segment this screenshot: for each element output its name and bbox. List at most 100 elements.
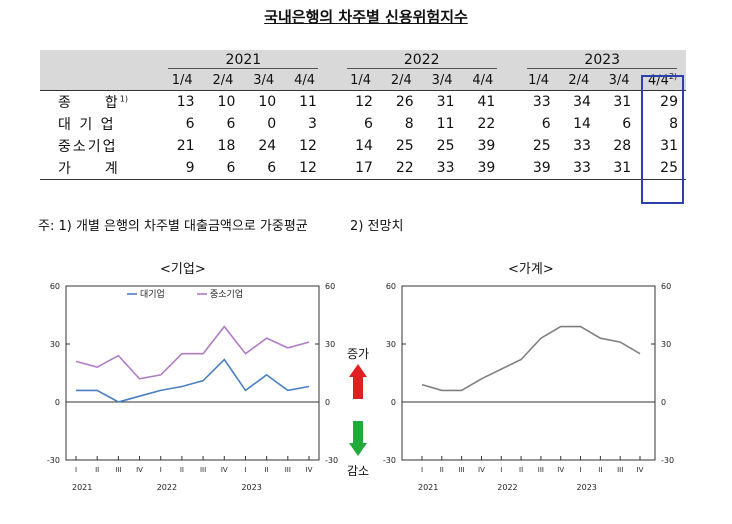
x-tick-label: IV	[221, 466, 228, 474]
table-cell: 10	[243, 90, 285, 113]
year-label: 2023	[241, 483, 261, 492]
footnote-1: 주: 1) 개별 은행의 차주별 대출금액으로 가중평균	[38, 219, 308, 234]
table-cell: 39	[477, 138, 496, 154]
table-cell: 25	[639, 157, 686, 180]
increase-arrow-icon	[349, 364, 367, 399]
table-cell: 13	[161, 90, 203, 113]
x-tick-label: IV	[306, 466, 313, 474]
x-tick-label: IV	[637, 466, 644, 474]
table-cell: 6	[622, 116, 632, 132]
table-row: 중소기업 21 18 24 12 14 25 25 39 25 33 28 31	[40, 135, 686, 157]
year-label: 2021	[418, 483, 438, 492]
quarter-header: 3/4	[421, 70, 463, 91]
row-label: 대 기 업	[58, 117, 116, 133]
table-cell: 12	[299, 138, 317, 154]
table-cell: 25	[436, 138, 455, 154]
y-tick-label-right: 60	[325, 282, 335, 291]
table-cell: 18	[217, 138, 236, 154]
x-tick-label: IV	[136, 466, 143, 474]
table-cell: 31	[598, 90, 640, 113]
y-tick-label-right: 60	[661, 282, 671, 291]
year-label: 2023	[577, 483, 597, 492]
quarter-header: 2/4	[380, 70, 422, 91]
y-tick-label-right: 30	[661, 340, 671, 349]
series-line-0	[421, 325, 641, 392]
direction-arrows: 증가 감소	[347, 347, 369, 478]
table-cell: 14	[573, 116, 591, 132]
y-tick-label-right: 30	[325, 340, 335, 349]
table-cell: 3	[308, 116, 317, 132]
table-row: 종 합1) 13 10 10 11 12 26 31 41 33 34 31 29	[40, 90, 686, 113]
x-tick-label: III	[115, 466, 121, 474]
table-cell: 26	[380, 90, 422, 113]
quarter-header: 3/4	[243, 70, 285, 91]
x-tick-label: II	[95, 466, 99, 474]
table-cell: 31	[598, 157, 640, 180]
table-cell: 8	[669, 116, 678, 132]
table-row: 대 기 업 6 6 0 3 6 8 11 22 6 14 6 8	[40, 113, 686, 135]
chart-title-corporate: <기업>	[160, 262, 206, 277]
year-header-row: 2021 2022 2023	[40, 50, 686, 70]
table-cell: 6	[185, 116, 195, 132]
year-header-2023: 2023	[518, 50, 686, 70]
table-cell: 28	[613, 138, 632, 154]
table-cell: 34	[558, 90, 599, 113]
chart-title-household: <가계>	[508, 262, 554, 277]
year-label: 2022	[497, 483, 517, 492]
x-tick-label: I	[75, 466, 77, 474]
legend-label: 중소기업	[210, 289, 243, 300]
x-tick-label: I	[421, 466, 423, 474]
year-header-2022: 2022	[340, 50, 504, 70]
table-cell: 10	[202, 90, 244, 113]
footnote: 주: 1) 개별 은행의 차주별 대출금액으로 가중평균 2) 전망치	[38, 215, 403, 234]
quarter-header: 1/4	[518, 70, 559, 91]
x-tick-label: II	[265, 466, 269, 474]
table-cell: 12	[284, 157, 325, 180]
plot-frame	[401, 285, 656, 461]
y-tick-label-left: -30	[47, 456, 60, 465]
quarter-header-row: 1/4 2/4 3/4 4/4 1/4 2/4 3/4 4/4 1/4 2/4 …	[40, 70, 686, 91]
x-tick-label: II	[440, 466, 444, 474]
x-tick-label: IV	[478, 466, 485, 474]
y-tick-label-left: 60	[50, 282, 60, 291]
plot-frame	[65, 285, 320, 461]
x-tick-label: II	[519, 466, 523, 474]
table-cell: 6	[243, 157, 285, 180]
x-tick-label: II	[180, 466, 184, 474]
row-label: 가 계	[40, 157, 162, 180]
forecast-highlight-box	[641, 75, 684, 204]
y-tick-label-left: 30	[386, 340, 396, 349]
y-tick-label-right: 0	[325, 398, 330, 407]
row-label: 중소기업	[58, 139, 118, 155]
y-tick-label-left: -30	[383, 456, 396, 465]
table-cell: 33	[558, 157, 599, 180]
table-cell: 21	[176, 138, 195, 154]
y-tick-label-right: -30	[325, 456, 338, 465]
quarter-header: 1/4	[340, 70, 381, 91]
table-row: 가 계 9 6 6 12 17 22 33 39 39 33 31 25	[40, 157, 686, 180]
y-tick-label-left: 0	[391, 398, 396, 407]
footnote-2: 2) 전망치	[350, 219, 404, 234]
quarter-header: 4/4	[284, 70, 325, 91]
x-tick-label: II	[598, 466, 602, 474]
table-cell: 11	[284, 90, 325, 113]
table-cell: 9	[161, 157, 203, 180]
table-cell: 39	[518, 157, 559, 180]
year-label: 2022	[157, 483, 177, 492]
table-cell: 33	[518, 90, 559, 113]
table-cell: 6	[541, 116, 551, 132]
table-cell: 25	[532, 138, 551, 154]
decrease-arrow-icon	[349, 421, 367, 456]
decrease-label: 감소	[347, 464, 369, 478]
y-tick-label-left: 30	[50, 340, 60, 349]
x-tick-label: I	[500, 466, 502, 474]
quarter-header: 3/4	[598, 70, 640, 91]
quarter-header: 4/4	[462, 70, 504, 91]
table-cell: 39	[462, 157, 504, 180]
y-tick-label-right: -30	[661, 456, 674, 465]
table-cell: 12	[340, 90, 381, 113]
y-tick-label-left: 0	[55, 398, 60, 407]
series-line-0	[76, 358, 310, 403]
